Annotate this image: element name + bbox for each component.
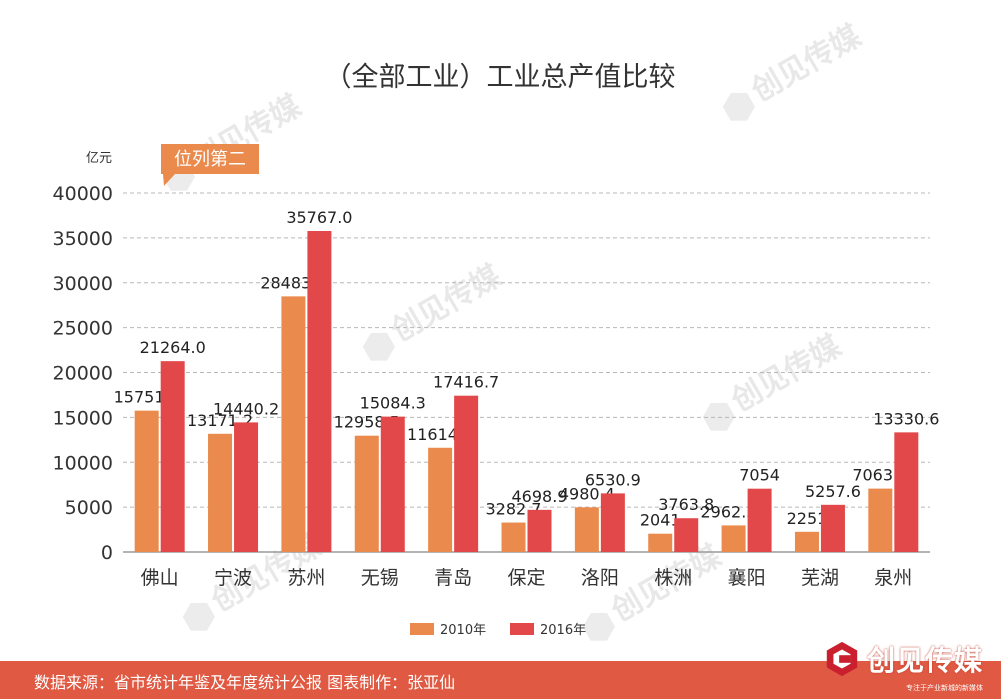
legend-label: 2016年	[540, 623, 586, 638]
bar-2010年-芜湖	[794, 531, 819, 552]
annotation-callout: 位列第二	[161, 144, 259, 186]
x-tick-label: 青岛	[434, 567, 472, 589]
bar-2016年-芜湖	[820, 504, 845, 552]
y-tick-label: 30000	[53, 273, 113, 295]
x-tick-label: 佛山	[141, 567, 179, 589]
data-label: 6530.9	[585, 470, 641, 489]
data-label: 3282.7	[486, 500, 542, 519]
watermark-text: 创见传媒	[725, 328, 848, 419]
watermark: 创见传媒	[362, 258, 508, 361]
bars: 15751.421264.013171.214440.228483.735767…	[114, 208, 939, 552]
data-label: 15084.3	[360, 394, 426, 413]
bar-2010年-苏州	[281, 296, 306, 552]
legend: 2010年 2016年	[410, 623, 586, 638]
bar-2016年-株洲	[674, 518, 699, 552]
bar-2010年-宁波	[208, 433, 233, 552]
data-label: 14440.2	[213, 399, 279, 418]
bar-2016年-宁波	[234, 422, 259, 552]
callout-pointer	[163, 174, 175, 186]
bar-2016年-泉州	[894, 432, 919, 552]
x-tick-label: 泉州	[874, 567, 912, 589]
bar-2016年-襄阳	[747, 488, 772, 552]
bar-2010年-洛阳	[574, 507, 599, 552]
brand-logo: 创见传媒 专注于产业新城的新媒体	[823, 639, 983, 692]
bar-2016年-佛山	[160, 361, 185, 552]
watermark-logo-icon	[702, 402, 736, 431]
x-tick-label: 襄阳	[728, 567, 766, 589]
y-tick-label: 20000	[53, 363, 113, 385]
legend-swatch	[510, 623, 534, 635]
bar-2016年-青岛	[454, 395, 479, 552]
bar-2016年-洛阳	[600, 493, 625, 552]
y-tick-label: 0	[101, 542, 113, 564]
footer-bar: 数据来源：省市统计年鉴及年度统计公报 图表制作：张亚仙 创见传媒 专注于产业新城…	[0, 641, 1001, 699]
watermark-text: 创见传媒	[385, 258, 508, 349]
data-label: 5257.6	[805, 482, 861, 501]
bar-2010年-襄阳	[721, 525, 746, 552]
data-label: 7054	[739, 466, 780, 485]
logo-subtitle: 专注于产业新城的新媒体	[906, 684, 983, 692]
watermark: 创见传媒	[722, 18, 868, 121]
x-tick-label: 洛阳	[581, 567, 619, 589]
data-label: 13330.6	[873, 409, 939, 428]
x-tick-label: 宁波	[214, 567, 252, 589]
data-label: 35767.0	[286, 208, 352, 227]
logo-text: 创见传媒	[866, 644, 983, 677]
x-tick-label: 株洲	[654, 567, 692, 589]
watermark-logo-icon	[582, 612, 616, 641]
x-tick-label: 保定	[507, 567, 545, 589]
watermark-logo-icon	[722, 92, 756, 121]
x-axis-ticks: 佛山 宁波 苏州 无锡 青岛 保定 洛阳 株洲 襄阳 芜湖 泉州	[141, 567, 913, 589]
logo-icon	[826, 641, 858, 677]
data-label: 4980.4	[559, 484, 615, 503]
legend-swatch	[410, 623, 434, 635]
callout-text: 位列第二	[174, 149, 246, 170]
bar-2010年-青岛	[428, 447, 453, 552]
y-axis-ticks: 0 5000 10000 15000 20000 25000 30000 35000 40000	[53, 183, 113, 564]
y-axis-unit: 亿元	[86, 151, 112, 166]
data-label: 7063.5	[852, 466, 908, 485]
y-tick-label: 35000	[53, 228, 113, 250]
chart-title: （全部工业）工业总产值比较	[325, 62, 676, 93]
callout-box	[161, 144, 259, 174]
bar-2010年-无锡	[354, 435, 379, 552]
y-tick-label: 10000	[53, 452, 113, 474]
x-tick-label: 苏州	[287, 567, 325, 589]
bar-2010年-佛山	[134, 410, 159, 552]
bar-2010年-保定	[501, 522, 526, 552]
bar-2016年-无锡	[380, 416, 405, 552]
data-label: 21264.0	[140, 338, 206, 357]
watermark: 创见传媒	[582, 538, 728, 641]
watermark: 创见传媒	[162, 88, 308, 191]
data-label: 3763.8	[658, 495, 714, 514]
watermark-logo-icon	[362, 332, 396, 361]
x-tick-label: 无锡	[361, 567, 399, 589]
watermark-logo-icon	[182, 602, 216, 631]
watermark-text: 创见传媒	[745, 18, 868, 109]
x-tick-label: 芜湖	[801, 567, 839, 589]
bar-2010年-株洲	[648, 533, 673, 552]
y-tick-label: 25000	[53, 318, 113, 340]
bar-2016年-苏州	[307, 230, 332, 552]
data-label: 17416.7	[433, 373, 499, 392]
y-tick-label: 5000	[65, 497, 113, 519]
footer-source: 数据来源：省市统计年鉴及年度统计公报 图表制作：张亚仙	[34, 673, 456, 692]
data-label: 2251	[787, 509, 828, 528]
bar-2016年-保定	[527, 509, 552, 552]
bar-2010年-泉州	[868, 488, 893, 552]
y-tick-label: 15000	[53, 407, 113, 429]
data-label: 2041	[640, 511, 681, 530]
legend-label: 2010年	[440, 623, 486, 638]
watermark: 创见传媒	[702, 328, 848, 431]
y-tick-label: 40000	[53, 183, 113, 205]
data-label: 4698.9	[512, 487, 568, 506]
